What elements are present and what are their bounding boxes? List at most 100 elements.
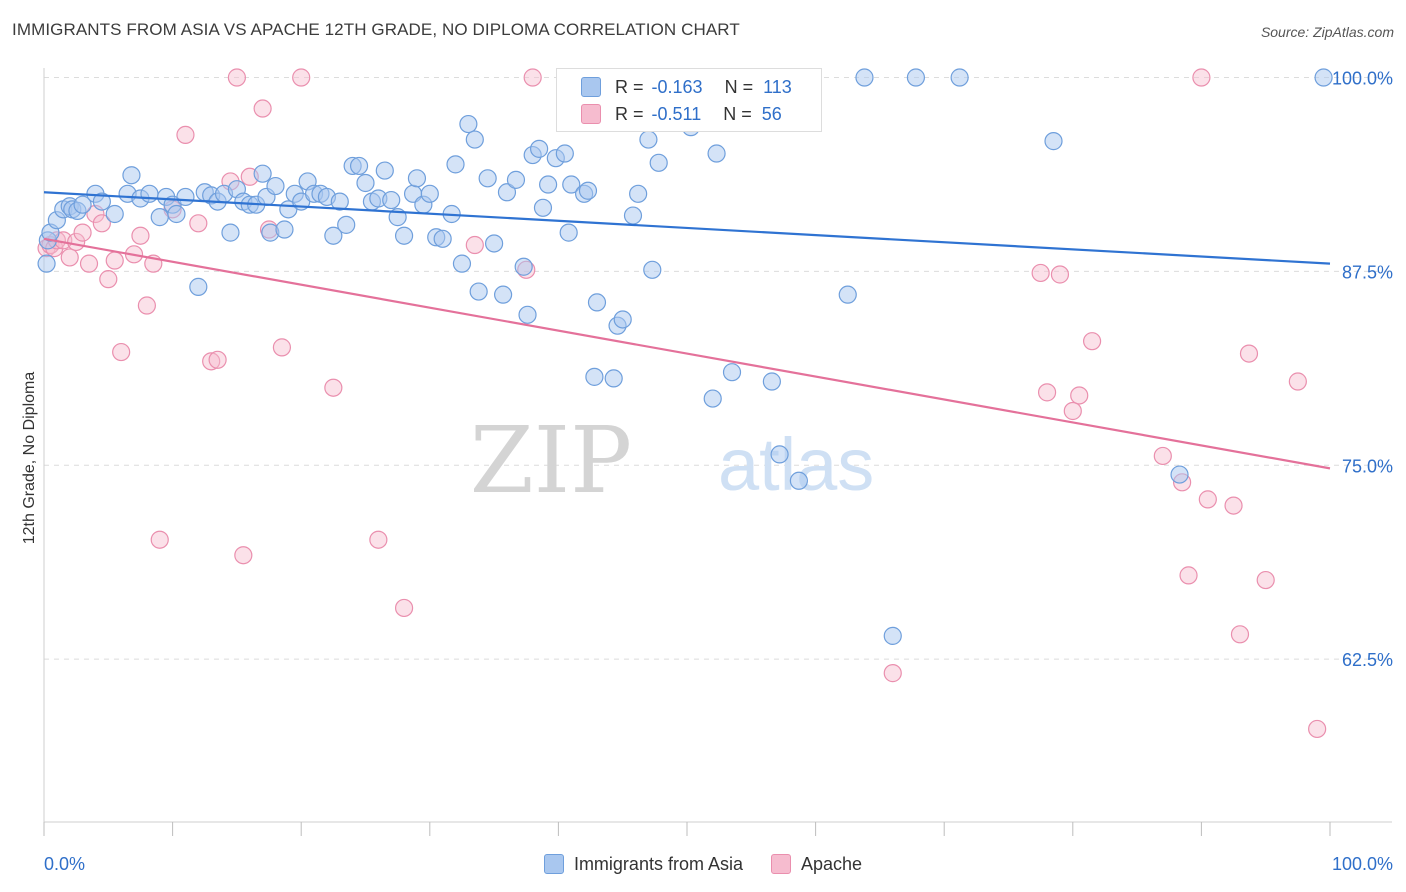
apache-point bbox=[202, 352, 221, 371]
asia-point bbox=[469, 282, 488, 301]
apache-point bbox=[99, 270, 118, 289]
n-label: N = bbox=[723, 103, 752, 124]
apache-trend-line bbox=[43, 237, 1331, 470]
asia-point bbox=[266, 176, 285, 196]
asia-point bbox=[494, 285, 513, 304]
apache-point bbox=[1308, 719, 1327, 739]
asia-point bbox=[167, 204, 186, 224]
asia-point bbox=[703, 389, 722, 408]
apache-point bbox=[137, 296, 156, 315]
asia-point bbox=[150, 208, 169, 227]
apache-point bbox=[1153, 446, 1172, 466]
apache-point bbox=[1082, 332, 1102, 351]
apache-point bbox=[523, 68, 542, 87]
asia-point bbox=[122, 166, 141, 185]
asia-point bbox=[459, 114, 478, 134]
asia-point bbox=[140, 184, 159, 203]
apache-point bbox=[1070, 386, 1089, 405]
asia-point bbox=[514, 257, 533, 276]
asia-point bbox=[649, 153, 668, 172]
asia-point bbox=[623, 206, 643, 225]
asia-point bbox=[1314, 68, 1333, 87]
asia-point bbox=[497, 183, 517, 202]
legend-item-apache[interactable]: Apache bbox=[770, 854, 862, 875]
stats-row-asia: R = -0.163 N = 113 bbox=[581, 75, 792, 99]
asia-point bbox=[722, 363, 742, 382]
legend-item-asia[interactable]: Immigrants from Asia bbox=[543, 853, 743, 875]
asia-point bbox=[485, 234, 504, 253]
apache-point bbox=[73, 223, 92, 242]
stats-row-apache: R = -0.511 N = 56 bbox=[581, 102, 782, 126]
asia-point bbox=[643, 260, 662, 279]
axes bbox=[43, 68, 1392, 836]
y-tick-label: 87.5% bbox=[1342, 262, 1393, 282]
asia-point bbox=[105, 204, 124, 224]
asia-point bbox=[950, 68, 969, 87]
asia-point bbox=[394, 226, 414, 245]
asia-legend-swatch bbox=[543, 854, 564, 874]
apache-point bbox=[1230, 625, 1250, 644]
asia-point bbox=[1170, 465, 1189, 484]
asia-point bbox=[762, 372, 781, 391]
apache-point bbox=[79, 254, 99, 273]
apache-point bbox=[1031, 263, 1050, 283]
apache-point bbox=[60, 248, 79, 267]
asia-point bbox=[1044, 132, 1063, 151]
asia-point bbox=[838, 285, 857, 304]
source-credit: Source: ZipAtlas.com bbox=[1260, 24, 1394, 40]
asia-point bbox=[518, 305, 537, 324]
apache-point bbox=[1198, 490, 1217, 509]
y-tick-label: 75.0% bbox=[1342, 456, 1393, 476]
apache-point bbox=[1239, 344, 1259, 363]
asia-point bbox=[433, 229, 452, 248]
apache-swatch bbox=[581, 104, 601, 124]
asia-point bbox=[539, 175, 558, 194]
watermark-atlas: atlas bbox=[718, 423, 874, 506]
apache-point bbox=[112, 342, 131, 362]
apache-point bbox=[1179, 566, 1198, 585]
y-tick-label: 62.5% bbox=[1342, 650, 1393, 670]
asia-point bbox=[789, 471, 808, 490]
apache-point bbox=[324, 378, 343, 397]
asia-point bbox=[375, 161, 394, 180]
asia-point bbox=[349, 156, 369, 176]
asia-trend-line bbox=[43, 191, 1331, 265]
asia-point bbox=[189, 277, 208, 296]
asia-point bbox=[37, 254, 56, 273]
asia-point bbox=[420, 184, 439, 203]
apache-point bbox=[189, 214, 208, 233]
apache-point bbox=[253, 99, 272, 118]
asia-point bbox=[324, 226, 343, 245]
watermark-zip: ZIP bbox=[470, 407, 632, 514]
asia-point bbox=[337, 215, 356, 234]
watermark: ZIP atlas bbox=[470, 407, 874, 514]
asia-point bbox=[906, 68, 926, 87]
apache-point bbox=[883, 664, 902, 683]
stats-legend: R = -0.163 N = 113 R = -0.511 N = 56 bbox=[556, 68, 822, 132]
n-value: 113 bbox=[763, 76, 792, 97]
apache-point bbox=[465, 235, 484, 255]
asia-point bbox=[275, 220, 294, 239]
asia-point bbox=[639, 130, 658, 149]
gridlines bbox=[44, 77, 1392, 660]
apache-point bbox=[208, 350, 227, 369]
r-label: R = bbox=[615, 76, 644, 97]
x-tick-label: 100.0% bbox=[1332, 854, 1393, 874]
series-legend: Immigrants from Asia Apache bbox=[0, 852, 1406, 876]
asia-point bbox=[92, 192, 111, 211]
r-value: -0.511 bbox=[651, 103, 702, 124]
apache-point bbox=[1256, 570, 1275, 590]
r-value: -0.163 bbox=[651, 76, 703, 97]
asia-points bbox=[37, 68, 1333, 645]
apache-point bbox=[292, 68, 311, 87]
asia-point bbox=[506, 170, 526, 189]
asia-point bbox=[382, 190, 401, 210]
legend-label-asia: Immigrants from Asia bbox=[573, 853, 743, 874]
apache-points bbox=[37, 68, 1327, 739]
apache-legend-swatch bbox=[770, 854, 791, 874]
apache-point bbox=[369, 530, 388, 549]
asia-point bbox=[176, 187, 195, 207]
asia-point bbox=[562, 175, 581, 194]
asia-point bbox=[253, 164, 272, 183]
